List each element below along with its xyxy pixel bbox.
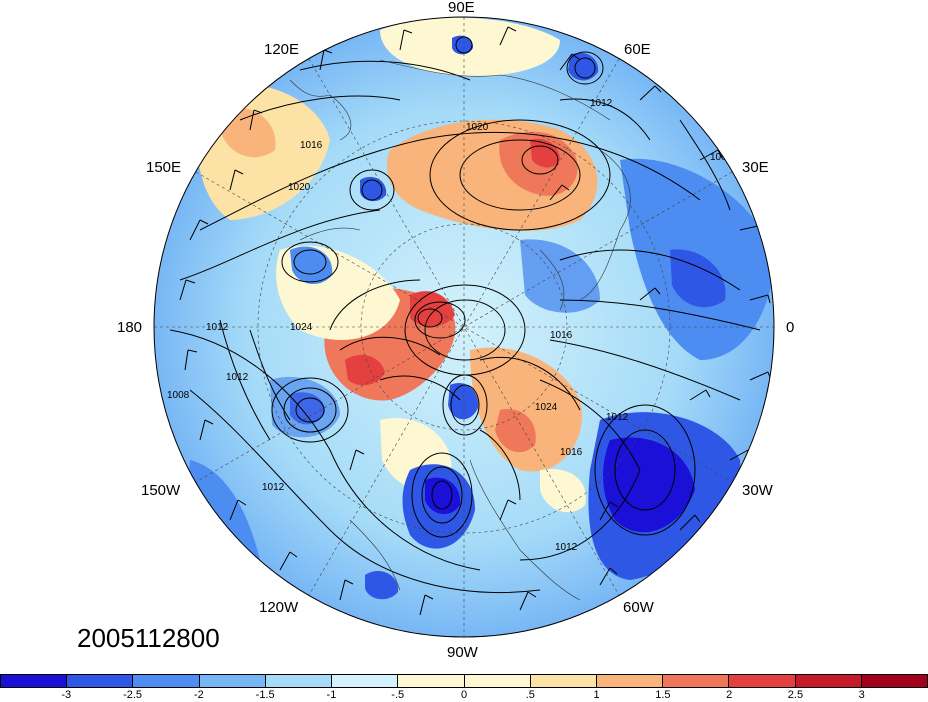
lon-label-180: 180 <box>117 319 143 336</box>
colorbar-tick-label: 1 <box>593 689 600 701</box>
colorbar-swatch <box>265 675 333 687</box>
date-stamp: 2005112800 <box>77 623 220 653</box>
contour-label: 1008 <box>167 390 190 401</box>
colorbar-swatch <box>530 675 597 687</box>
lon-label-90w: 90W <box>447 644 478 661</box>
contour-label: 1024 <box>290 322 313 333</box>
colorbar-swatch <box>1 675 68 687</box>
colorbar-swatch <box>861 675 928 687</box>
contour-label: 1024 <box>535 402 558 413</box>
lon-label-30w: 30W <box>742 482 773 499</box>
contour-labels: 1012 1016 1020 1008 1020 1012 1012 1008 … <box>167 98 733 553</box>
colorbar <box>0 674 928 688</box>
lon-label-90e: 90E <box>448 0 475 16</box>
lon-label-120e: 120E <box>264 41 300 58</box>
lon-label-30e: 30E <box>742 159 769 176</box>
contour-label: 1012 <box>606 412 629 423</box>
colorbar-swatch <box>398 675 465 687</box>
lon-label-60w: 60W <box>623 599 654 616</box>
colorbar-tick-label: -1.5 <box>255 689 275 701</box>
warm-anomaly-regions <box>196 17 598 513</box>
colorbar-swatch <box>464 675 531 687</box>
colorbar-swatch <box>663 675 730 687</box>
colorbar-swatch <box>596 675 664 687</box>
contour-label: 1012 <box>206 322 229 333</box>
contour-label: 1012 <box>262 482 285 493</box>
colorbar-tick-label: .5 <box>525 689 535 701</box>
graticule <box>154 17 774 637</box>
contour-label: 1016 <box>300 140 323 151</box>
wind-barbs <box>179 26 772 616</box>
contour-label: 1012 <box>226 372 249 383</box>
colorbar-tick-label: -2 <box>193 689 204 701</box>
colorbar-tick-label: 2 <box>726 689 733 701</box>
colorbar-tick-label: 0 <box>460 689 468 701</box>
colorbar-swatch <box>332 675 399 687</box>
map-border <box>153 16 775 638</box>
contour-label: 1020 <box>466 122 489 133</box>
contour-label: 1016 <box>550 330 573 341</box>
colorbar-tick-label: -3 <box>61 689 72 701</box>
colorbar-tick-label: -2.5 <box>123 689 143 701</box>
contour-label: 1016 <box>560 447 583 458</box>
lon-label-150e: 150E <box>146 159 182 176</box>
contour-label: 1012 <box>555 542 578 553</box>
colorbar-swatch <box>133 675 200 687</box>
colorbar-tick-label: -1 <box>326 689 337 701</box>
colorbar-swatch <box>795 675 862 687</box>
colorbar-swatch <box>67 675 134 687</box>
contour-label: 1012 <box>590 98 613 109</box>
colorbar-swatch <box>729 675 796 687</box>
colorbar-swatch <box>199 675 266 687</box>
lon-label-120w: 120W <box>259 599 299 616</box>
colorbar-tick-label: 2.5 <box>787 689 804 701</box>
pressure-contours <box>169 36 761 593</box>
map-disk: 1012 1016 1020 1008 1020 1012 1012 1008 … <box>154 17 774 637</box>
lon-label-0: 0 <box>786 319 795 336</box>
colorbar-tick-label: 1.5 <box>655 689 671 701</box>
colorbar-tick-label: -.5 <box>391 689 405 701</box>
contour-label: 1020 <box>288 182 311 193</box>
lon-label-150w: 150W <box>141 482 181 499</box>
lon-label-60e: 60E <box>624 41 651 58</box>
colorbar-tick-label: 3 <box>858 689 865 701</box>
contour-label: 1008 <box>710 152 733 163</box>
